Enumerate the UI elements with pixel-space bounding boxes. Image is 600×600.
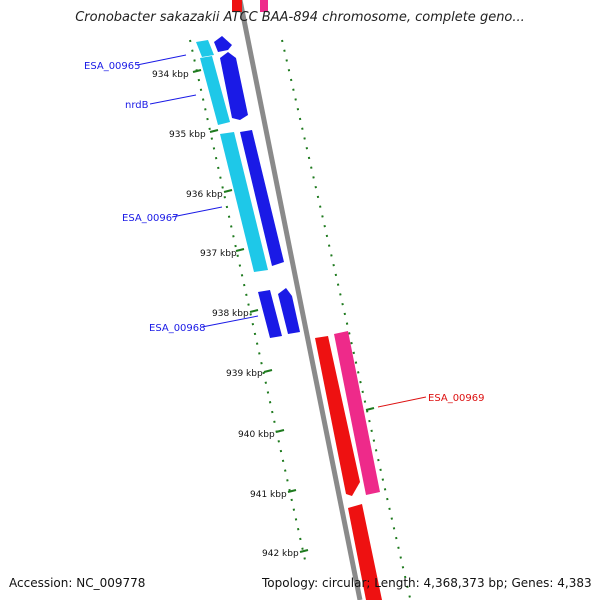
kbp-scale: 934 kbp 935 kbp 936 kbp 937 kbp 938 kbp … xyxy=(152,70,299,559)
gene-ESA_00968-a[interactable] xyxy=(258,290,282,338)
cds-ESA_00969[interactable] xyxy=(334,331,380,495)
tick-label: 935 kbp xyxy=(169,130,206,140)
plus-strand-features xyxy=(315,331,382,600)
major-ticks xyxy=(192,69,375,553)
accession-text: Accession: NC_009778 xyxy=(9,576,146,590)
tick-label: 939 kbp xyxy=(226,369,263,379)
partial-gene-top[interactable] xyxy=(232,0,242,12)
chromosome-backbone xyxy=(237,0,363,600)
gene-nrdB[interactable] xyxy=(220,52,248,120)
tick-label: 941 kbp xyxy=(250,490,287,500)
gene-ESA_00965[interactable] xyxy=(214,36,232,52)
gene-labels: ESA_00965 nrdB ESA_00967 ESA_00968 ESA_0… xyxy=(84,54,485,408)
cds-ESA_00965[interactable] xyxy=(196,40,214,57)
map-title: Cronobacter sakazakii ATCC BAA-894 chrom… xyxy=(75,10,525,25)
tick-label: 936 kbp xyxy=(186,190,223,200)
cds-nrdB[interactable] xyxy=(200,56,230,125)
gene-label-nrdB[interactable]: nrdB xyxy=(125,100,149,111)
gene-ESA_00968-b[interactable] xyxy=(278,288,300,334)
gene-label-ESA_00969[interactable]: ESA_00969 xyxy=(428,393,485,404)
gene-label-ESA_00965[interactable]: ESA_00965 xyxy=(84,61,141,72)
tick-label: 940 kbp xyxy=(238,430,275,440)
outer-tick-track xyxy=(281,39,411,599)
gene-label-ESA_00967[interactable]: ESA_00967 xyxy=(122,213,179,224)
gene-ESA_00969[interactable] xyxy=(315,336,360,496)
cds-ESA_00967[interactable] xyxy=(220,132,268,272)
tick-label: 942 kbp xyxy=(262,549,299,559)
partial-cds-top[interactable] xyxy=(260,0,268,12)
tick-label: 934 kbp xyxy=(152,70,189,80)
gene-label-ESA_00968[interactable]: ESA_00968 xyxy=(149,323,206,334)
genome-summary-text: Topology: circular; Length: 4,368,373 bp… xyxy=(262,576,592,590)
gene-next[interactable] xyxy=(348,504,382,600)
tick-label: 938 kbp xyxy=(212,309,249,319)
minus-strand-features xyxy=(196,36,300,338)
gene-ESA_00967[interactable] xyxy=(240,130,284,266)
tick-label: 937 kbp xyxy=(200,249,237,259)
